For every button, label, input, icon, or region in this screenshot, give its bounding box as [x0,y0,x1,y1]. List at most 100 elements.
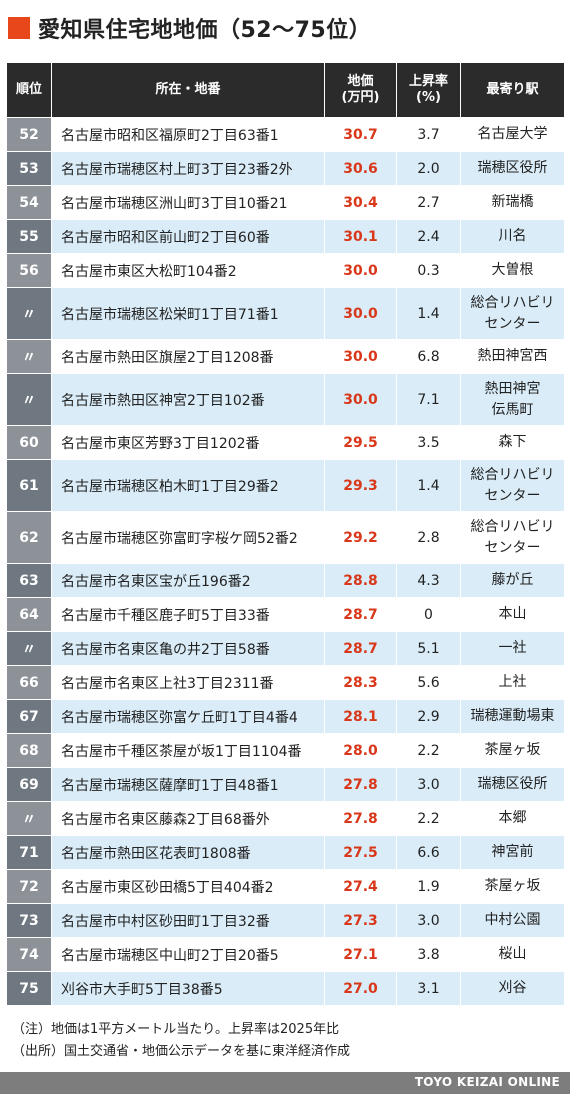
cell-price: 27.1 [324,937,397,972]
header-rate: 上昇率 (%) [396,62,461,118]
cell-price: 27.4 [324,869,397,904]
station-name-line: センター [484,315,541,332]
station-name-line: 上社 [498,674,527,690]
cell-station: 茶屋ヶ坂 [460,733,565,768]
cell-rate: 2.9 [396,699,461,734]
cell-rank: 72 [6,869,52,904]
cell-rate: 2.7 [396,185,461,220]
cell-rank: 69 [6,767,52,802]
station-name-line: 森下 [498,434,527,450]
cell-rank: 71 [6,835,52,870]
station-name-line: 川名 [498,228,527,244]
cell-station: 熱田神宮 伝馬町 [460,373,565,426]
cell-rate: 2.4 [396,219,461,254]
table-row: 73 名古屋市中村区砂田町1丁目32番 27.3 3.0 中村公園 [6,903,565,938]
cell-rank: 54 [6,185,52,220]
station-name-line: 熱田神宮 [484,380,541,397]
cell-station: 茶屋ヶ坂 [460,869,565,904]
cell-address: 名古屋市中村区砂田町1丁目32番 [51,903,325,938]
table-row: 61 名古屋市瑞穂区柏木町1丁目29番2 29.3 1.4 総合リハビリ センター [6,459,565,512]
station-name-line: 新瑞橋 [491,194,534,210]
header-address: 所在・地番 [51,62,325,118]
cell-price: 29.3 [324,459,397,512]
cell-rank: 63 [6,563,52,598]
table-row: 60 名古屋市東区芳野3丁目1202番 29.5 3.5 森下 [6,425,565,460]
station-name-line: 本郷 [498,810,527,826]
cell-rate: 0.3 [396,253,461,288]
cell-price: 27.3 [324,903,397,938]
cell-address: 名古屋市昭和区前山町2丁目60番 [51,219,325,254]
cell-address: 名古屋市瑞穂区柏木町1丁目29番2 [51,459,325,512]
cell-address: 名古屋市千種区鹿子町5丁目33番 [51,597,325,632]
table-row: 56 名古屋市東区大松町104番2 30.0 0.3 大曽根 [6,253,565,288]
cell-station: 中村公園 [460,903,565,938]
table-header-row: 順位 所在・地番 地価 (万円) 上昇率 (%) 最寄り駅 [6,62,565,118]
cell-address: 名古屋市名東区藤森2丁目68番外 [51,801,325,836]
cell-station: 総合リハビリ センター [460,287,565,340]
cell-rank: 64 [6,597,52,632]
cell-rank: 53 [6,151,52,186]
cell-station: 川名 [460,219,565,254]
station-name-line: 本山 [498,606,527,622]
notes: （注）地価は1平方メートル当たり。上昇率は2025年比 （出所）国土交通省・地価… [12,1019,350,1063]
cell-address: 名古屋市熱田区旗屋2丁目1208番 [51,339,325,374]
page-title: 愛知県住宅地地価（52〜75位） [38,18,372,43]
header-rate-label: 上昇率 [408,74,448,89]
station-name-line: 総合リハビリ [470,518,555,535]
cell-station: 新瑞橋 [460,185,565,220]
table-row: 53 名古屋市瑞穂区村上町3丁目23番2外 30.6 2.0 瑞穂区役所 [6,151,565,186]
cell-rate: 3.8 [396,937,461,972]
cell-rank: 74 [6,937,52,972]
cell-address: 名古屋市瑞穂区弥富町字桜ケ岡52番2 [51,511,325,564]
cell-address: 名古屋市熱田区神宮2丁目102番 [51,373,325,426]
station-name-line: 名古屋大学 [477,126,548,142]
station-name-line: 神宮前 [491,844,534,860]
station-name-line: 総合リハビリ [470,466,555,483]
cell-rate: 0 [396,597,461,632]
cell-rate: 7.1 [396,373,461,426]
cell-rank: 62 [6,511,52,564]
cell-station: 神宮前 [460,835,565,870]
cell-station: 大曽根 [460,253,565,288]
table-row: 〃名古屋市名東区藤森2丁目68番外 27.8 2.2 本郷 [6,801,565,836]
table-row: 55 名古屋市昭和区前山町2丁目60番 30.1 2.4 川名 [6,219,565,254]
cell-station: 瑞穂運動場東 [460,699,565,734]
cell-rate: 5.6 [396,665,461,700]
cell-price: 27.8 [324,767,397,802]
table-row: 54 名古屋市瑞穂区洲山町3丁目10番21 30.4 2.7 新瑞橋 [6,185,565,220]
title-marker-icon [8,17,30,39]
cell-price: 30.0 [324,373,397,426]
cell-price: 30.1 [324,219,397,254]
station-name-line: 伝馬町 [491,401,534,418]
cell-station: 名古屋大学 [460,117,565,152]
cell-rate: 3.5 [396,425,461,460]
cell-rank: 68 [6,733,52,768]
cell-rate: 2.0 [396,151,461,186]
cell-rank: 55 [6,219,52,254]
cell-price: 29.5 [324,425,397,460]
header-station: 最寄り駅 [460,62,565,118]
station-name-line: 桜山 [498,946,527,962]
cell-rank: 67 [6,699,52,734]
cell-rank: 〃 [6,373,52,426]
cell-rate: 4.3 [396,563,461,598]
station-name-line: 瑞穂区役所 [477,776,548,792]
table-row: 〃名古屋市熱田区旗屋2丁目1208番 30.0 6.8 熱田神宮西 [6,339,565,374]
cell-price: 28.3 [324,665,397,700]
publisher-credit: TOYO KEIZAI ONLINE [414,1075,560,1089]
header-rate-unit: (%) [416,90,441,105]
cell-address: 名古屋市名東区上社3丁目2311番 [51,665,325,700]
cell-address: 刈谷市大手町5丁目38番5 [51,971,325,1006]
table-row: 52 名古屋市昭和区福原町2丁目63番1 30.7 3.7 名古屋大学 [6,117,565,152]
cell-address: 名古屋市瑞穂区洲山町3丁目10番21 [51,185,325,220]
source-text: （出所）国土交通省・地価公示データを基に東洋経済作成 [12,1044,351,1059]
station-name-line: 瑞穂区役所 [477,160,548,176]
cell-rank: 〃 [6,339,52,374]
cell-rate: 6.6 [396,835,461,870]
cell-rate: 1.4 [396,459,461,512]
cell-rank: 66 [6,665,52,700]
station-name-line: 茶屋ヶ坂 [484,878,541,894]
station-name-line: センター [484,487,541,504]
table-row: 64 名古屋市千種区鹿子町5丁目33番 28.7 0 本山 [6,597,565,632]
cell-price: 28.0 [324,733,397,768]
